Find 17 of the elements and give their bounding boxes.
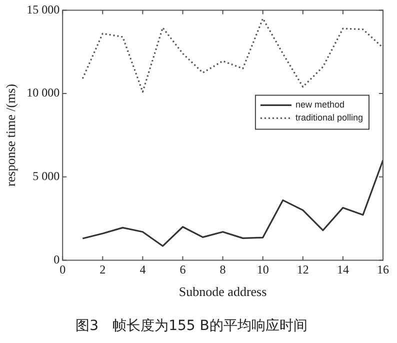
x-tick-label: 4 <box>140 262 146 277</box>
x-tick-label: 14 <box>336 262 349 277</box>
x-tick-label: 16 <box>377 262 389 277</box>
x-tick-label: 12 <box>296 262 309 277</box>
legend-label: new method <box>295 100 344 110</box>
text: 图3 帧长度为155 B的平均响应时间 <box>76 318 308 334</box>
y-tick-label: 10 000 <box>26 86 60 100</box>
y-tick-label: 5 000 <box>32 169 60 184</box>
y-tick-label: 0 <box>54 252 60 266</box>
x-tick-label: 6 <box>180 262 186 277</box>
legend-label: traditional polling <box>295 112 364 123</box>
y-tick-label: 15 000 <box>26 2 60 16</box>
x-tick-label: 8 <box>220 262 226 277</box>
x-axis-title: Subnode address <box>178 284 267 299</box>
x-tick-label: 10 <box>256 262 269 277</box>
y-axis-title: response time /(ms) <box>3 84 18 186</box>
x-tick-label: 2 <box>100 262 106 277</box>
